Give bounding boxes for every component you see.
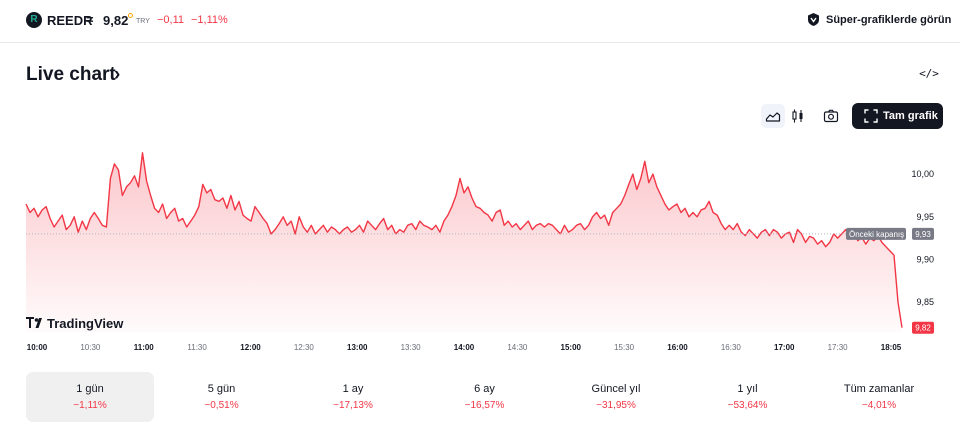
area-chart-button[interactable] [761, 104, 785, 128]
x-axis-tick-label: 14:00 [454, 343, 475, 352]
period-tab[interactable]: 1 gün −1,11% [26, 372, 154, 422]
period-tab-change: −17,13% [333, 400, 373, 411]
last-price: 9,82 [103, 13, 129, 28]
tradingview-watermark: TradingView [47, 316, 124, 331]
live-chart-title[interactable]: Live chart [26, 64, 116, 85]
x-axis-tick-label: 10:30 [80, 343, 101, 352]
period-tab-change: −31,95% [596, 400, 636, 411]
y-axis-tick-label: 10,00 [911, 169, 934, 179]
currency-label: TRY [136, 18, 150, 25]
x-axis-tick-label: 12:00 [240, 343, 261, 352]
price-chart[interactable]: Önceki kapanış 9,93 9,82 10,00 9,95 9,90 9,85… [0, 0, 960, 372]
fullscreen-label: Tam grafik [883, 110, 938, 122]
period-tab[interactable]: 1 yıl −53,64% [684, 372, 812, 422]
period-tab-label: 1 ay [342, 383, 364, 395]
area-chart-icon [765, 112, 781, 122]
price-change: −0,11 [157, 14, 185, 26]
x-axis-tick-label: 14:30 [507, 343, 528, 352]
x-axis-tick-label: 16:30 [721, 343, 742, 352]
symbol-name[interactable]: REEDR [47, 13, 93, 28]
x-axis-tick-label: 18:05 [881, 343, 902, 352]
period-tab-label: 6 ay [474, 383, 495, 395]
period-tab[interactable]: Tüm zamanlar −4,01% [815, 372, 943, 422]
previous-close-label: Önceki kapanış [849, 230, 904, 239]
symbol-separator: = [86, 12, 94, 27]
fullscreen-icon [864, 109, 878, 123]
candles-button[interactable] [786, 104, 810, 128]
tradingview-logo-icon [26, 317, 42, 328]
screenshot-button[interactable] [819, 104, 843, 128]
period-tab-change: −53,64% [727, 400, 768, 411]
embed-code-icon[interactable]: </> [919, 67, 939, 80]
period-tab[interactable]: 6 ay −16,57% [421, 372, 549, 422]
x-axis-tick-label: 16:00 [667, 343, 688, 352]
period-tab-label: Güncel yıl [591, 383, 641, 395]
period-tab[interactable]: 5 gün −0,51% [158, 372, 286, 422]
period-tab[interactable]: 1 ay −17,13% [289, 372, 417, 422]
period-tab-change: −0,51% [204, 400, 239, 411]
camera-icon [823, 109, 839, 123]
previous-close-value: 9,93 [915, 230, 931, 239]
x-axis-tick-label: 15:30 [614, 343, 635, 352]
market-status-icon [128, 13, 133, 18]
y-axis-tick-label: 9,90 [916, 254, 934, 264]
x-axis-tick-label: 17:00 [774, 343, 795, 352]
price-change-percent: −1,11% [191, 14, 228, 26]
previous-close-label-bg [846, 227, 906, 240]
previous-close-value-bg [912, 227, 934, 240]
period-tab[interactable]: Güncel yıl −31,95% [552, 372, 680, 422]
x-axis-tick-label: 12:30 [294, 343, 315, 352]
price-area-fill [26, 152, 902, 332]
fullscreen-chart-button[interactable]: Tam grafik [852, 103, 943, 129]
period-tab-change: −1,11% [73, 400, 107, 411]
period-tab-label: 1 yıl [737, 383, 758, 395]
super-charts-icon[interactable] [806, 12, 821, 27]
period-tab-change: −16,57% [464, 400, 505, 411]
x-axis-tick-label: 13:30 [401, 343, 422, 352]
candles-icon [792, 109, 803, 123]
x-axis-tick-label: 11:00 [134, 343, 155, 352]
x-axis-tick-label: 17:30 [828, 343, 849, 352]
x-axis-tick-label: 11:30 [187, 343, 207, 352]
period-tab-label: 1 gün [76, 383, 104, 395]
symbol-logo-icon: R [26, 12, 42, 28]
price-series-line [25, 152, 903, 328]
x-axis-tick-label: 15:00 [561, 343, 582, 352]
period-tab-label: Tüm zamanlar [843, 383, 915, 395]
top-bar: R REEDR = 9,82 TRY −0,11 −1,11% Süper-gr… [0, 0, 960, 43]
last-price-label: 9,82 [915, 324, 931, 333]
super-charts-link[interactable]: Süper-grafiklerde görün [826, 14, 952, 26]
y-axis-tick-label: 9,85 [916, 297, 934, 307]
period-tabs: 1 gün −1,11% 5 gün −0,51% 1 ay −17,13% 6 ay −16… [0, 372, 960, 422]
x-axis-tick-label: 10:00 [27, 343, 48, 352]
period-tab-label: 5 gün [207, 383, 236, 395]
period-tab-change: −4,01% [861, 400, 897, 411]
chevron-right-icon[interactable]: › [114, 64, 121, 85]
last-price-badge [912, 321, 934, 334]
y-axis-tick-label: 9,95 [916, 212, 934, 222]
x-axis-tick-label: 13:00 [347, 343, 368, 352]
